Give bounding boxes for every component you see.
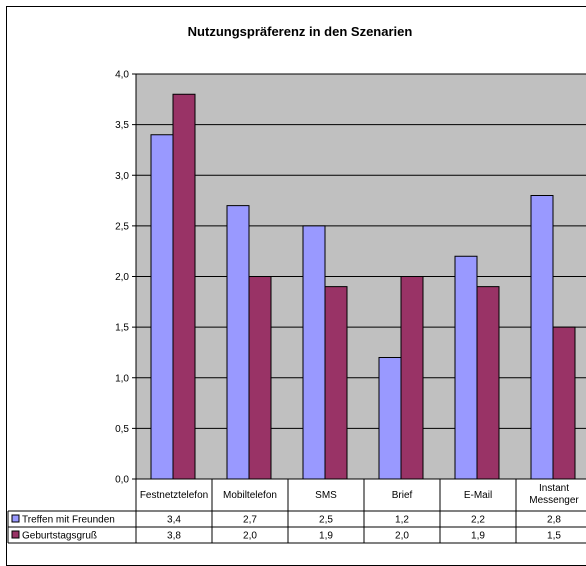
category-label: Mobiltelefon [223, 490, 277, 501]
table-cell-value: 3,4 [167, 515, 181, 526]
table-cell-value: 2,2 [471, 515, 485, 526]
bar-geburtstag-5 [552, 326, 576, 480]
bar-treffen-5 [530, 195, 554, 480]
chart-title: Nutzungspräferenz in den Szenarien [187, 24, 413, 39]
bars [150, 93, 576, 480]
bar-geburtstag-0 [172, 93, 196, 480]
category-label: Festnetztelefon [140, 490, 208, 501]
y-tick-label: 2,5 [115, 221, 129, 232]
bar-geburtstag-3 [400, 276, 424, 480]
y-tick-label: 3,5 [115, 120, 129, 131]
bar-geburtstag-2 [324, 286, 348, 480]
bar-geburtstag-4 [476, 286, 500, 480]
table-cell-value: 2,8 [547, 515, 561, 526]
y-tick-label: 4,0 [115, 70, 129, 81]
table-cell-value: 1,9 [471, 531, 485, 542]
table-cell-value: 1,5 [547, 531, 561, 542]
bar-chart: 0,0 0,5 1,0 1,5 2,0 2,5 3,0 3,5 4,0 Festnetztele… [7, 70, 586, 544]
gridlines [136, 73, 586, 429]
y-axis: 0,0 0,5 1,0 1,5 2,0 2,5 3,0 3,5 4,0 [115, 70, 136, 486]
bar-treffen-0 [150, 134, 174, 480]
legend-swatch [11, 514, 20, 523]
category-label: SMS [315, 490, 337, 501]
bar-geburtstag-1 [248, 276, 272, 480]
table-cell-value: 2,0 [395, 531, 409, 542]
y-tick-label: 1,0 [115, 373, 129, 384]
table-cell-value: 1,2 [395, 515, 409, 526]
y-tick-label: 0,0 [115, 475, 129, 486]
table-cell-value: 1,9 [319, 531, 333, 542]
data-table: Festnetztelefon Mobiltelefon SMS Brief E-Mai… [7, 479, 586, 544]
category-label-line: Messenger [529, 495, 579, 506]
y-tick-label: 1,5 [115, 323, 129, 334]
table-cell-value: 3,8 [167, 531, 181, 542]
category-label: E-Mail [464, 490, 492, 501]
bar-treffen-3 [378, 357, 402, 480]
y-tick-label: 2,0 [115, 272, 129, 283]
category-label: Brief [392, 490, 413, 501]
category-label: Instant Messenger [529, 483, 579, 506]
series-label: Geburtstagsgruß [22, 531, 97, 542]
category-label-line: Instant [539, 483, 569, 494]
bar-treffen-4 [454, 255, 478, 480]
legend-swatch [11, 530, 20, 539]
table-cell-value: 2,5 [319, 515, 333, 526]
table-cell-value: 2,0 [243, 531, 257, 542]
bar-treffen-1 [226, 205, 250, 480]
series-label: Treffen mit Freunden [22, 515, 115, 526]
table-cell-value: 2,7 [243, 515, 257, 526]
y-tick-label: 3,0 [115, 171, 129, 182]
bar-treffen-2 [302, 225, 326, 480]
y-tick-label: 0,5 [115, 424, 129, 435]
